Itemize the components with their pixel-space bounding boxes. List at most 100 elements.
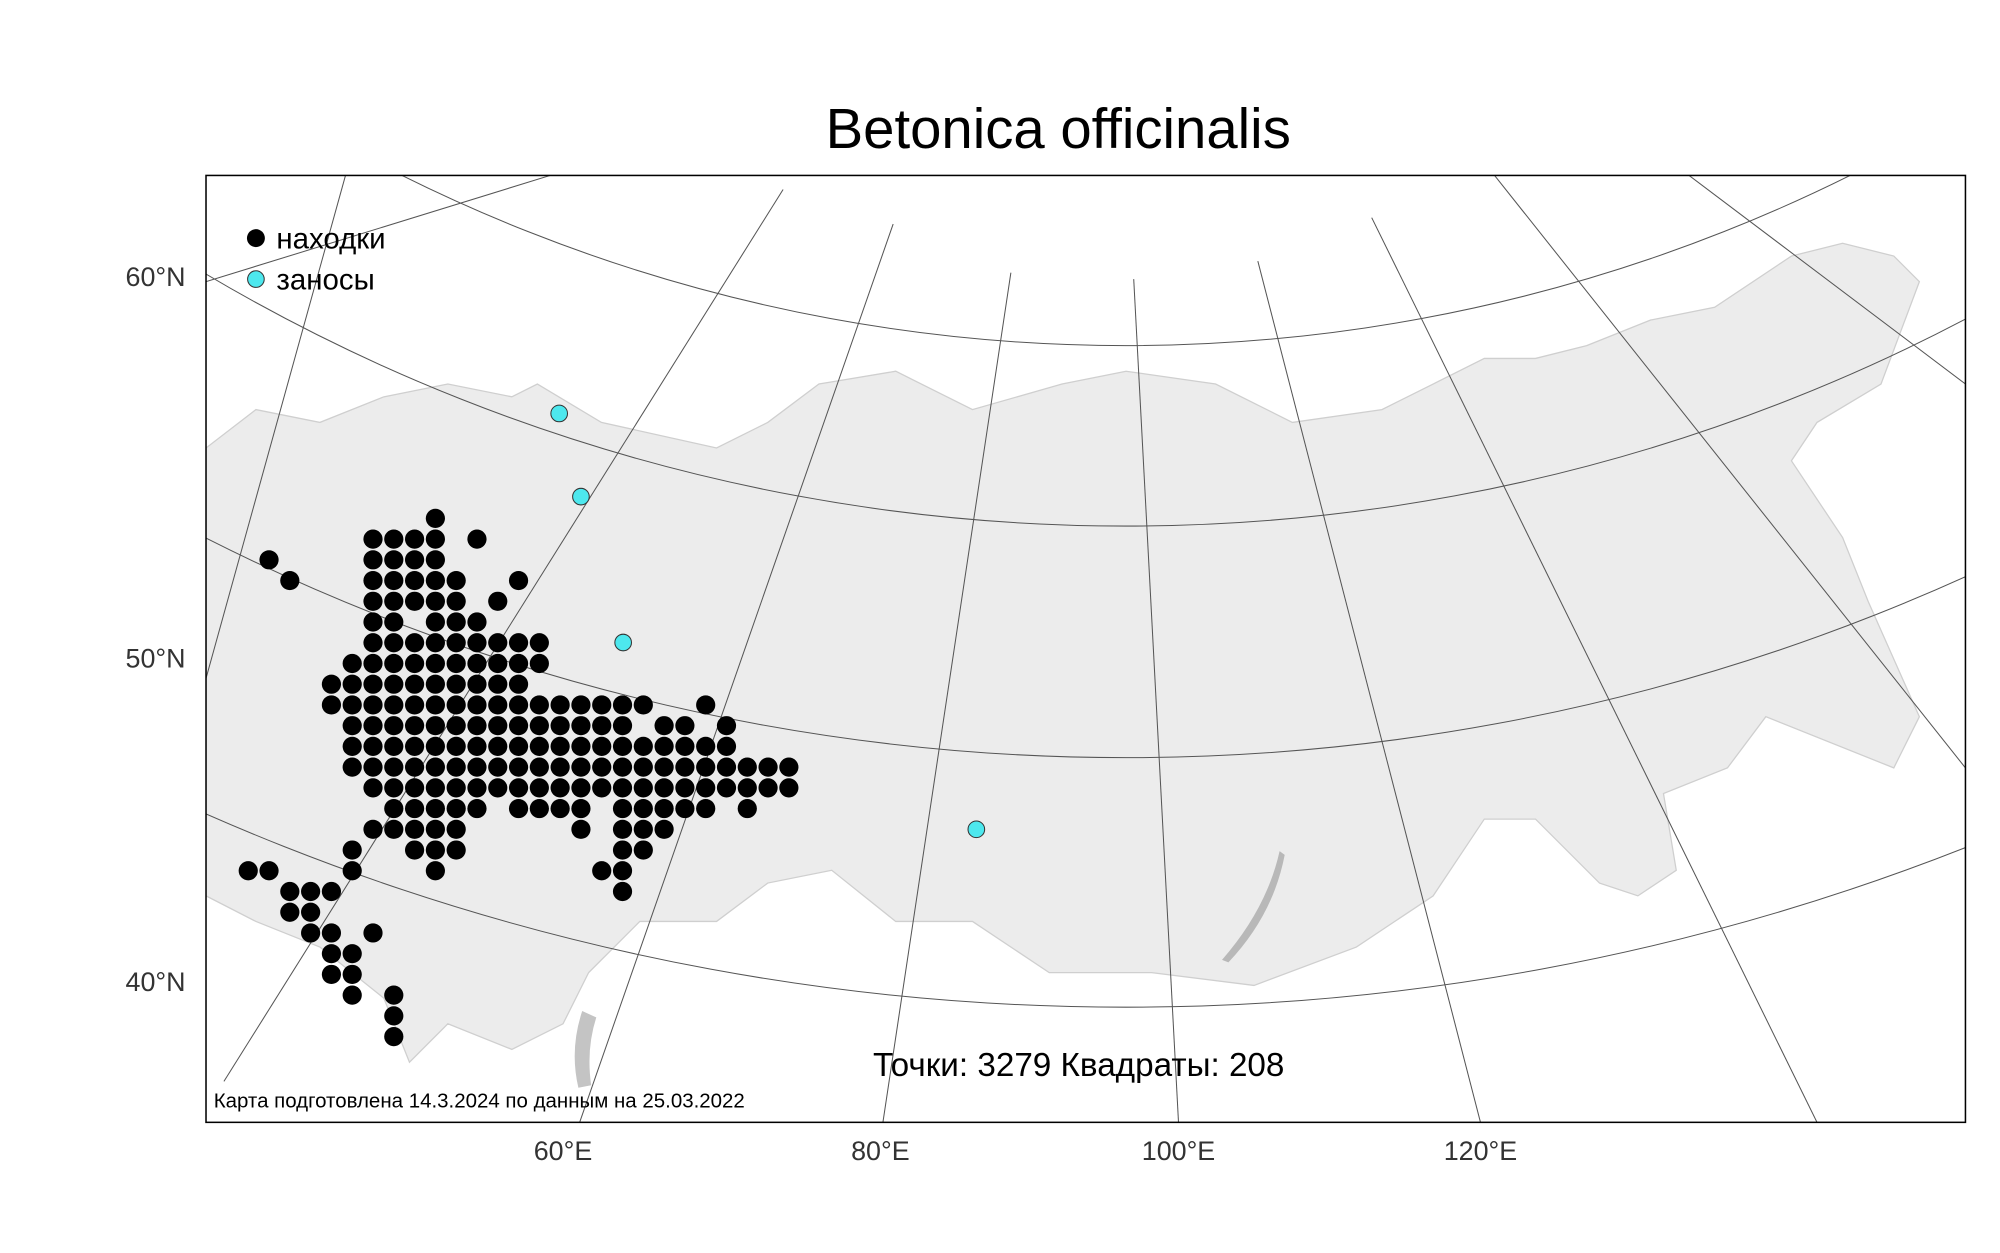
finding-dot: [342, 716, 362, 736]
finding-dot: [425, 798, 445, 819]
finding-dot: [612, 695, 633, 715]
finding-dot: [363, 736, 383, 756]
finding-dot: [363, 653, 383, 674]
finding-dot: [342, 695, 362, 715]
finding-dot: [363, 633, 383, 653]
finding-dot: [425, 840, 445, 860]
finding-dot: [259, 861, 279, 881]
finding-dot: [488, 736, 508, 756]
finding-dot: [446, 778, 466, 798]
finding-dot: [592, 861, 612, 881]
finding-dot: [363, 612, 383, 632]
lon-label: 60°E: [534, 1136, 593, 1166]
finding-dot: [571, 798, 591, 819]
finding-dot: [508, 570, 529, 591]
finding-dot: [467, 674, 487, 694]
lon-label: 120°E: [1444, 1136, 1517, 1166]
meridian: [1688, 175, 1966, 385]
finding-dot: [321, 944, 342, 964]
finding-dot: [425, 612, 445, 632]
finding-dot: [446, 695, 466, 715]
finding-dot: [529, 757, 549, 777]
finding-dot: [737, 757, 757, 777]
finding-dot: [342, 840, 362, 860]
finding-dot: [529, 716, 549, 736]
finding-dot: [384, 819, 404, 839]
finding-dot: [384, 591, 404, 611]
finding-dot: [612, 778, 633, 798]
finding-dot: [384, 985, 404, 1005]
finding-dot: [384, 736, 404, 756]
finding-dot: [404, 819, 425, 839]
finding-dot: [571, 736, 591, 756]
finding-dot: [550, 757, 570, 777]
finding-dot: [425, 778, 445, 798]
map-area: [206, 175, 1966, 1123]
finding-dot: [508, 778, 529, 798]
finding-dot: [675, 757, 695, 777]
finding-dot: [488, 674, 508, 694]
finding-dot: [425, 570, 445, 591]
finding-dot: [508, 695, 529, 715]
finding-dot: [404, 798, 425, 819]
finding-dot: [342, 757, 362, 777]
finding-dot: [592, 778, 612, 798]
finding-dot: [404, 757, 425, 777]
lake-baikal: [1222, 851, 1285, 963]
finding-dot: [404, 674, 425, 694]
finding-dot: [696, 695, 716, 715]
meridian: [1371, 217, 1818, 1123]
introduced-dot: [967, 820, 986, 839]
finding-dot: [467, 653, 487, 674]
finding-dot: [446, 840, 466, 860]
finding-dot: [321, 674, 342, 694]
finding-dot: [384, 1006, 404, 1026]
finding-dot: [467, 612, 487, 632]
finding-dot: [508, 653, 529, 674]
finding-dot: [716, 716, 737, 736]
finding-dot: [550, 695, 570, 715]
meridian: [206, 175, 551, 283]
lat-label: 60°N: [126, 262, 186, 292]
finding-dot: [696, 778, 716, 798]
finding-dot: [467, 695, 487, 715]
legend-marker: [246, 229, 265, 248]
finding-dot: [488, 633, 508, 653]
finding-dot: [508, 674, 529, 694]
finding-dot: [404, 653, 425, 674]
finding-dot: [675, 778, 695, 798]
finding-dot: [654, 736, 674, 756]
finding-dot: [446, 757, 466, 777]
finding-dot: [404, 550, 425, 570]
finding-dot: [384, 612, 404, 632]
map-frame: [205, 174, 1967, 1124]
finding-dot: [363, 695, 383, 715]
finding-dot: [612, 861, 633, 881]
finding-dot: [758, 757, 778, 777]
finding-dot: [321, 695, 342, 715]
finding-dot: [571, 778, 591, 798]
lat-label: 50°N: [126, 644, 186, 674]
finding-dot: [425, 529, 445, 549]
finding-dot: [529, 653, 549, 674]
finding-dot: [404, 633, 425, 653]
counts-note: Точки: 3279 Квадраты: 208: [873, 1047, 1284, 1084]
finding-dot: [384, 570, 404, 591]
finding-dot: [446, 736, 466, 756]
finding-dot: [633, 840, 653, 860]
introduced-dot: [614, 633, 632, 652]
finding-dot: [363, 591, 383, 611]
finding-dot: [342, 861, 362, 881]
finding-dot: [425, 591, 445, 611]
finding-dot: [633, 778, 653, 798]
finding-dot: [363, 716, 383, 736]
finding-dot: [404, 778, 425, 798]
finding-dot: [592, 736, 612, 756]
finding-dot: [404, 529, 425, 549]
finding-dot: [467, 633, 487, 653]
finding-dot: [280, 570, 300, 591]
finding-dot: [696, 798, 716, 819]
introduced-dot: [572, 487, 590, 506]
lon-label: 100°E: [1142, 1136, 1215, 1166]
